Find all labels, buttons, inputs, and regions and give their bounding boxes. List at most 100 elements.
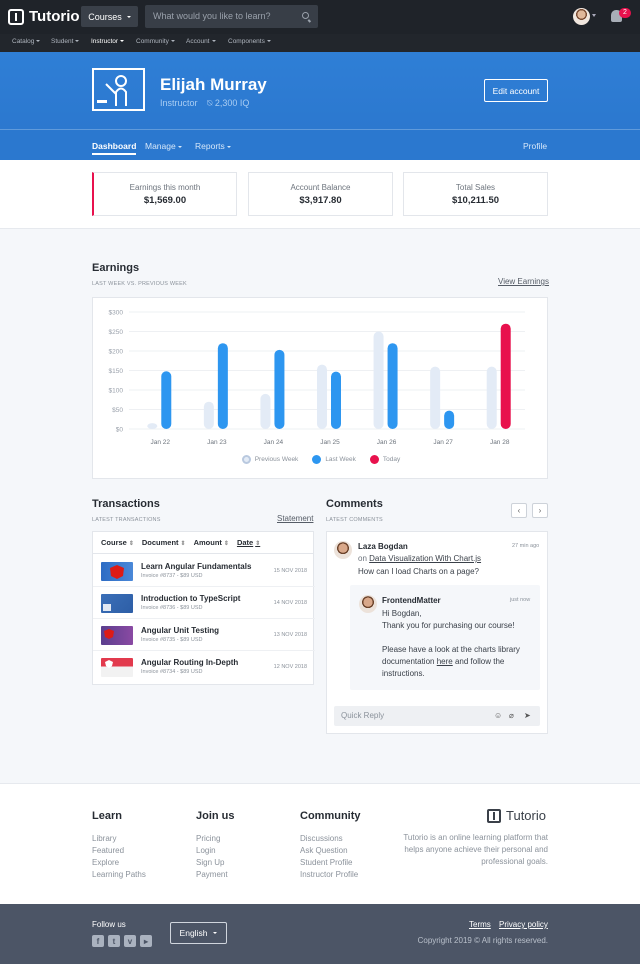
subnav-item-components[interactable]: Components [228,38,271,45]
courses-dropdown-button[interactable]: Courses [81,6,138,27]
stat-account-balance: Account Balance $3,917.80 [248,172,393,216]
table-header: Course ⇕ Document ⇕ Amount ⇕ Date ⇕ [93,532,313,554]
view-earnings-link[interactable]: View Earnings [498,277,549,286]
footer-link[interactable]: Learning Paths [92,870,146,879]
facebook-icon[interactable]: f [92,935,104,947]
iq-value: 2,300 IQ [214,98,250,108]
x-tick-label: Jan 27 [433,439,453,446]
subnav-label: Community [136,38,169,45]
y-tick-label: $50 [112,407,123,414]
bell-icon[interactable] [611,10,622,22]
footer-link[interactable]: Discussions [300,834,343,843]
terms-link[interactable]: Terms [469,920,491,929]
sub-navbar: Catalog Student Instructor Community Acc… [0,34,640,52]
privacy-policy-link[interactable]: Privacy policy [499,920,548,929]
tab-reports[interactable]: Reports [195,141,231,151]
subnav-item-community[interactable]: Community [136,38,175,45]
statement-link[interactable]: Statement [277,514,314,523]
tab-profile[interactable]: Profile [523,141,548,151]
user-avatar[interactable] [573,8,590,25]
footer-link[interactable]: Instructor Profile [300,870,359,879]
bar-last-week [331,371,341,429]
youtube-icon[interactable]: ▸ [140,935,152,947]
quick-reply-input[interactable] [341,711,481,720]
column-course[interactable]: Course ⇕ [101,538,134,547]
table-row[interactable]: Angular Unit Testing Invoice #8735 - $89… [93,619,315,651]
legend-item-last-week[interactable]: Last Week [312,455,356,464]
tab-label: Reports [195,141,225,151]
y-tick-label: $250 [109,329,124,336]
subnav-label: Instructor [91,38,119,45]
twitter-icon[interactable]: t [108,935,120,947]
vimeo-icon[interactable]: v [124,935,136,947]
subnav-item-instructor[interactable]: Instructor [91,38,125,45]
legend-swatch [241,455,251,464]
bar-previous-week [147,423,158,429]
earnings-chart: $0 $50 $100 $150 $200 $250 $300 Jan 22 Jan 23 Jan… [92,297,548,479]
chevron-down-icon[interactable] [592,14,596,17]
stat-label: Account Balance [290,183,351,192]
search-icon[interactable] [302,12,309,19]
footer-brand[interactable]: Tutorio [487,808,546,823]
tab-dashboard[interactable]: Dashboard [92,141,137,155]
stat-value: $3,917.80 [299,195,342,206]
legend-item-today[interactable]: Today [369,455,400,464]
column-amount[interactable]: Amount ⇕ [194,538,229,547]
comments-prev-button[interactable]: ‹ [511,503,527,518]
chevron-right-icon: › [538,506,542,515]
stat-label: Total Sales [455,183,496,192]
column-date[interactable]: Date ⇕ [237,538,260,547]
column-label: Document [141,538,179,547]
table-row[interactable]: Angular Routing In-Depth Invoice #8734 -… [93,651,315,683]
transactions-subtitle: LATEST TRANSACTIONS [92,517,161,523]
reply-avatar[interactable] [359,595,377,613]
subnav-item-catalog[interactable]: Catalog [12,38,41,45]
footer-link[interactable]: Student Profile [300,858,353,867]
footer: Learn Library Featured Explore Learning … [0,783,640,904]
chevron-down-icon [126,15,131,18]
language-label: English [179,928,208,938]
subnav-item-account[interactable]: Account [186,38,216,45]
footer-link[interactable]: Ask Question [300,846,348,855]
subnav-label: Catalog [12,38,35,45]
commenter-name[interactable]: Laza Bogdan [358,542,408,551]
legend-item-previous-week[interactable]: Previous Week [241,455,299,464]
footer-link[interactable]: Payment [196,870,228,879]
legend-label: Previous Week [254,456,299,463]
subnav-item-student[interactable]: Student [51,38,80,45]
brand-name: Tutorio [29,8,80,25]
x-tick-label: Jan 28 [490,439,510,446]
instructor-role: Instructor [160,98,198,108]
footer-link[interactable]: Library [92,834,117,843]
attachment-icon[interactable]: ⌀ [509,711,514,720]
x-tick-label: Jan 23 [207,439,227,446]
footer-link[interactable]: Pricing [196,834,221,843]
footer-link[interactable]: Featured [92,846,125,855]
typescript-logo-icon [103,604,111,611]
search-input[interactable] [153,11,293,21]
courses-label: Courses [88,11,122,22]
send-icon[interactable]: ➤ [524,711,531,720]
documentation-link[interactable]: here [436,657,453,666]
footer-link[interactable]: Sign Up [196,858,225,867]
course-thumbnail [101,562,133,581]
column-document[interactable]: Document ⇕ [142,538,186,547]
book-icon [8,8,24,25]
commenter-avatar[interactable] [334,541,352,559]
chart-legend: Previous Week Last Week Today [93,455,549,464]
edit-account-button[interactable]: Edit account [484,79,548,102]
comments-title: Comments [326,498,383,510]
reply-author[interactable]: FrontendMatter [382,596,441,605]
footer-link[interactable]: Explore [92,858,120,867]
tab-manage[interactable]: Manage [145,141,182,151]
language-dropdown[interactable]: English [170,922,227,944]
legend-swatch [312,455,322,464]
table-row[interactable]: Introduction to TypeScript Invoice #8736… [93,587,315,619]
course-link[interactable]: Data Visualization With Chart.js [369,554,482,563]
emoji-icon[interactable]: ☺ [494,711,503,720]
bar-previous-week [373,331,384,429]
comments-next-button[interactable]: › [532,503,548,518]
footer-link[interactable]: Login [196,846,216,855]
brand-logo[interactable]: Tutorio [8,8,80,25]
table-row[interactable]: Learn Angular Fundamentals Invoice #8737… [93,555,315,587]
